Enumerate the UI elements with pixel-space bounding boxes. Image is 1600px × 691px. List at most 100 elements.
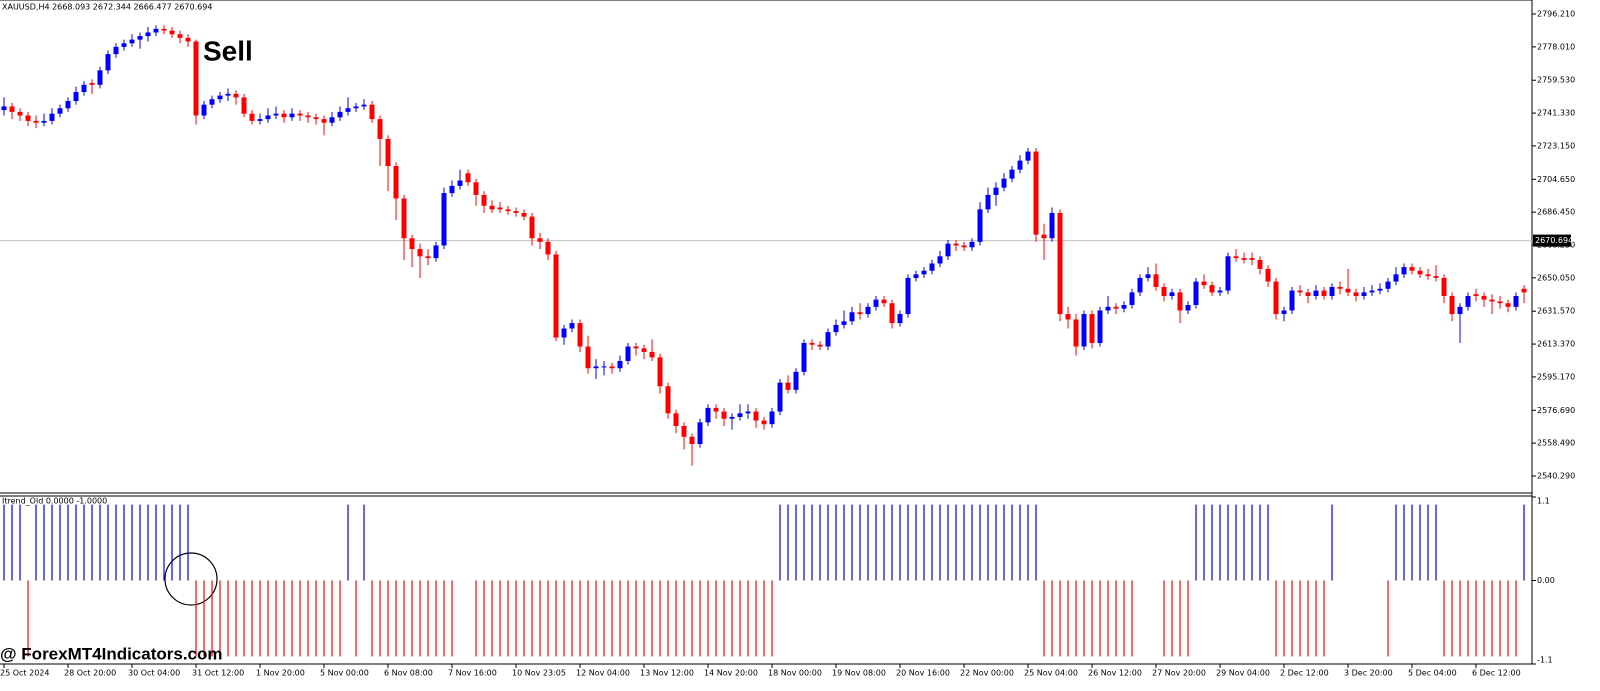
candle-body (1145, 274, 1151, 278)
candle-body (673, 413, 679, 426)
candle-body (1505, 303, 1511, 307)
x-tick-label: 22 Nov 00:00 (960, 669, 1014, 678)
candle-body (1017, 160, 1023, 170)
candle-body (129, 39, 135, 44)
x-tick-label: 30 Oct 04:00 (128, 669, 180, 678)
y-tick-label: 2723.150 (1537, 141, 1575, 150)
candle-body (9, 106, 15, 112)
candle-body (1065, 314, 1071, 320)
candle-body (1449, 295, 1455, 315)
candle-body (1417, 270, 1423, 275)
candle-body (665, 386, 671, 414)
candle-body (209, 99, 215, 105)
x-tick-label: 28 Oct 20:00 (64, 669, 116, 678)
candle-body (913, 274, 919, 278)
candle-body (905, 277, 911, 315)
x-tick-label: 3 Dec 20:00 (1344, 669, 1393, 678)
candle-body (369, 104, 375, 120)
y-tick-label: 0.00 (1537, 576, 1555, 585)
candle-body (1153, 274, 1159, 287)
candle-body (593, 366, 599, 369)
candle-body (393, 166, 399, 199)
candle-body (137, 36, 143, 40)
candle-body (505, 209, 511, 212)
candle-body (441, 193, 447, 246)
candle-body (161, 28, 167, 31)
candle-body (641, 348, 647, 352)
candle-body (1249, 258, 1255, 260)
candle-body (985, 194, 991, 210)
x-tick-label: 19 Nov 08:00 (832, 669, 886, 678)
candle-body (1161, 286, 1167, 296)
candle-body (1465, 295, 1471, 307)
x-tick-label: 25 Nov 04:00 (1024, 669, 1078, 678)
candle-body (993, 187, 999, 195)
candle-body (1121, 305, 1127, 309)
candle-body (281, 113, 287, 118)
candle-body (1433, 276, 1439, 278)
candle-body (849, 312, 855, 322)
y-tick-label: 2778.010 (1537, 42, 1575, 51)
candle-body (25, 115, 31, 121)
candle-body (193, 41, 199, 116)
candle-body (777, 382, 783, 412)
x-tick-label: 12 Nov 04:00 (576, 669, 630, 678)
candle-body (313, 117, 319, 120)
annotation: Sell (203, 35, 253, 66)
candle-body (873, 299, 879, 307)
candle-body (889, 303, 895, 324)
x-tick-label: 2 Dec 12:00 (1280, 669, 1329, 678)
candle-body (769, 411, 775, 425)
candle-body (825, 332, 831, 347)
candle-body (529, 216, 535, 239)
candle-body (969, 241, 975, 248)
x-tick-label: 5 Nov 00:00 (320, 669, 369, 678)
candle-body (1385, 281, 1391, 289)
candle-body (1377, 288, 1383, 291)
candle-body (305, 115, 311, 118)
candle-body (353, 106, 359, 109)
candle-body (897, 314, 903, 324)
candle-body (601, 366, 607, 368)
candle-body (945, 243, 951, 257)
candle-body (1233, 256, 1239, 259)
candle-body (473, 182, 479, 195)
candle-body (1217, 290, 1223, 293)
y-tick-label: 2686.450 (1537, 208, 1575, 217)
candle-body (617, 360, 623, 369)
candle-body (1169, 292, 1175, 296)
candle-body (153, 28, 159, 33)
candle-body (1425, 274, 1431, 277)
candle-body (1177, 292, 1183, 311)
candle-body (449, 185, 455, 194)
candle-body (1097, 310, 1103, 343)
candle-body (385, 138, 391, 167)
candle-body (1481, 295, 1487, 300)
candle-body (49, 113, 55, 121)
candle-body (521, 212, 527, 217)
y-tick-label: -1.1 (1537, 656, 1553, 665)
x-tick-label: 14 Nov 20:00 (704, 669, 758, 678)
candle-body (1321, 290, 1327, 296)
x-tick-label: 13 Nov 12:00 (640, 669, 694, 678)
candle-body (329, 117, 335, 123)
candle-body (1265, 268, 1271, 282)
x-tick-label: 20 Nov 16:00 (896, 669, 950, 678)
candle-body (1241, 258, 1247, 260)
candle-body (937, 256, 943, 264)
candle-body (1073, 319, 1079, 347)
candle-body (113, 46, 119, 55)
x-tick-label: 10 Nov 23:05 (512, 669, 566, 678)
candle-body (657, 357, 663, 387)
candle-body (793, 371, 799, 390)
candle-body (737, 413, 743, 417)
candle-body (817, 344, 823, 347)
candle-body (1313, 290, 1319, 296)
candle-body (1105, 306, 1111, 311)
candle-body (489, 205, 495, 210)
candle-body (1353, 292, 1359, 296)
y-tick-label: 2613.370 (1537, 340, 1575, 349)
candle-body (721, 411, 727, 419)
candle-body (681, 425, 687, 437)
